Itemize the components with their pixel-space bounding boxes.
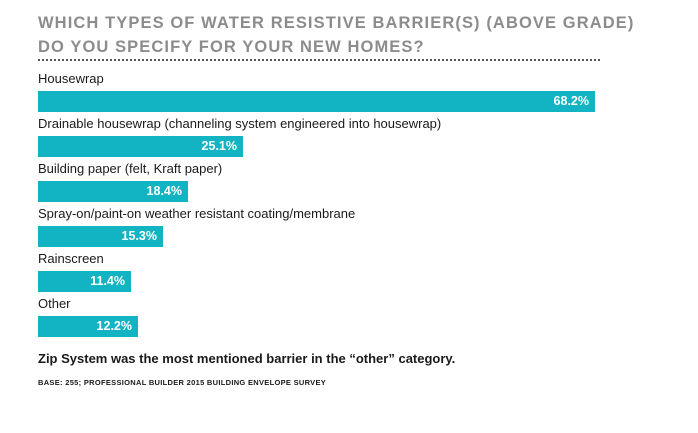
bar: 12.2% (38, 316, 138, 337)
category-label: Spray-on/paint-on weather resistant coat… (38, 206, 356, 221)
category-label: Drainable housewrap (channeling system e… (38, 116, 442, 131)
bar: 25.1% (38, 136, 243, 157)
bar: 11.4% (38, 271, 131, 292)
chart-title-line-2: DO YOU SPECIFY FOR YOUR NEW HOMES? (38, 38, 425, 56)
title-divider (38, 59, 600, 61)
bar: 68.2% (38, 91, 595, 112)
chart-title-line-1: WHICH TYPES OF WATER RESISTIVE BARRIER(S… (38, 14, 635, 32)
category-label: Building paper (felt, Kraft paper) (38, 161, 223, 176)
bar: 15.3% (38, 226, 163, 247)
category-label: Rainscreen (38, 251, 104, 266)
source-line: BASE: 255; PROFESSIONAL BUILDER 2015 BUI… (38, 378, 327, 387)
bar-value-label: 11.4% (90, 274, 125, 288)
bar: 18.4% (38, 181, 188, 202)
bar-value-label: 12.2% (96, 319, 132, 333)
bar-value-label: 15.3% (121, 229, 157, 243)
footnote: Zip System was the most mentioned barrie… (38, 351, 456, 366)
category-label: Housewrap (38, 71, 104, 86)
category-label: Other (38, 296, 71, 311)
bar-value-label: 68.2% (553, 94, 589, 108)
bar-value-label: 25.1% (201, 139, 237, 153)
bar-value-label: 18.4% (146, 184, 182, 198)
